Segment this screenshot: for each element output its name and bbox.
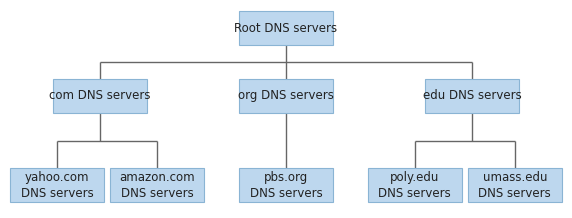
FancyBboxPatch shape — [239, 169, 333, 202]
FancyBboxPatch shape — [10, 169, 104, 202]
FancyBboxPatch shape — [468, 169, 562, 202]
Text: org DNS servers: org DNS servers — [238, 89, 334, 102]
Text: amazon.com
DNS servers: amazon.com DNS servers — [120, 171, 195, 200]
FancyBboxPatch shape — [53, 79, 148, 113]
FancyBboxPatch shape — [424, 79, 519, 113]
FancyBboxPatch shape — [110, 169, 205, 202]
Text: yahoo.com
DNS servers: yahoo.com DNS servers — [21, 171, 94, 200]
FancyBboxPatch shape — [239, 11, 333, 45]
FancyBboxPatch shape — [239, 79, 333, 113]
Text: com DNS servers: com DNS servers — [49, 89, 151, 102]
Text: poly.edu
DNS servers: poly.edu DNS servers — [378, 171, 451, 200]
Text: Root DNS servers: Root DNS servers — [235, 22, 337, 35]
Text: edu DNS servers: edu DNS servers — [423, 89, 521, 102]
Text: umass.edu
DNS servers: umass.edu DNS servers — [478, 171, 551, 200]
Text: pbs.org
DNS servers: pbs.org DNS servers — [249, 171, 323, 200]
FancyBboxPatch shape — [367, 169, 462, 202]
